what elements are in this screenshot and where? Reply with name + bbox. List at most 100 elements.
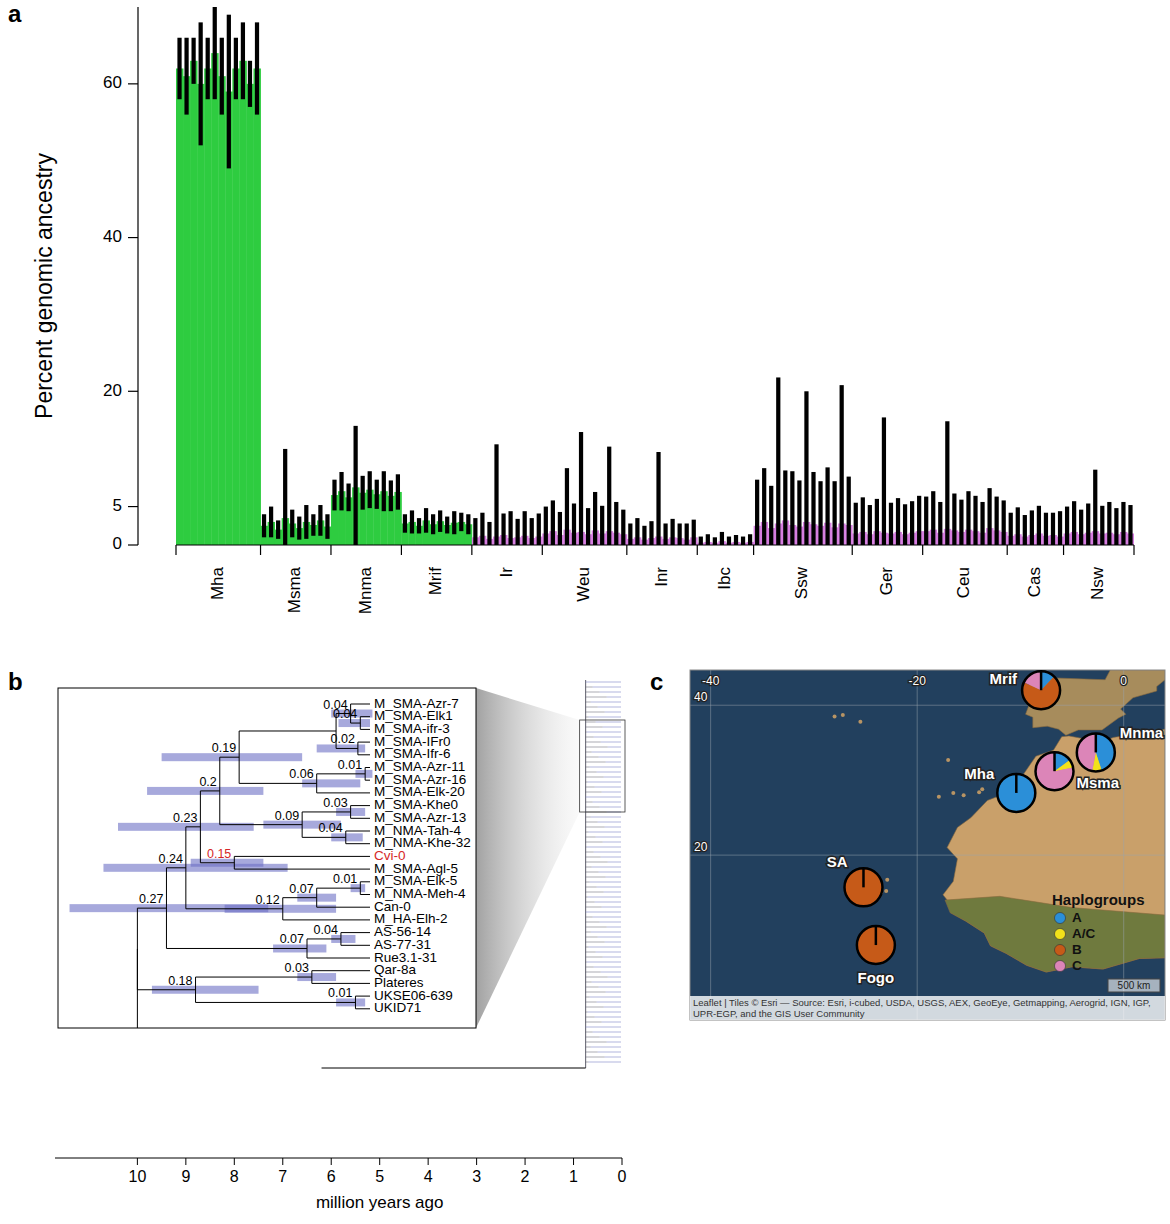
overview-tip	[606, 762, 621, 763]
error-bar	[530, 518, 534, 545]
overview-tip	[593, 1032, 621, 1033]
x-tick-label: -20	[909, 674, 927, 688]
overview-tip	[604, 1007, 621, 1008]
overview-branch	[586, 697, 607, 698]
overview-tip	[600, 692, 621, 693]
category-label: Cas	[1025, 567, 1044, 597]
overview-branch	[586, 837, 596, 838]
overview-tip	[605, 942, 621, 943]
error-bar	[177, 38, 181, 99]
x-axis-line	[176, 544, 1134, 545]
category-separator	[542, 545, 543, 555]
x-tick	[234, 1158, 235, 1165]
overview-tip	[608, 862, 621, 863]
island	[833, 714, 837, 718]
category-label: Ir	[497, 567, 516, 578]
x-tick	[282, 1158, 283, 1165]
category-label: Ssw	[792, 566, 811, 599]
category-separator	[260, 545, 261, 555]
node-label: 0.04	[314, 923, 338, 937]
error-bar	[396, 474, 400, 509]
category-separator	[330, 545, 331, 555]
legend-title: Haplogroups	[1052, 891, 1145, 908]
branch	[360, 716, 370, 717]
error-bar	[924, 497, 928, 545]
map	[690, 670, 1165, 1020]
overview-tip	[589, 947, 621, 948]
error-bar	[1016, 507, 1020, 545]
overview-branch	[586, 1047, 591, 1048]
pie-outline	[844, 868, 882, 906]
branch	[317, 888, 361, 889]
x-tick	[137, 1158, 138, 1165]
node-label: 0.23	[173, 811, 197, 825]
overview-branch	[586, 947, 589, 948]
tick-labels: -40-2002040	[694, 674, 1127, 854]
y-axis: 05204060Percent genomic ancestry	[31, 7, 138, 553]
overview-tip	[594, 852, 621, 853]
branch	[351, 818, 370, 819]
error-bar	[804, 391, 808, 545]
category-separator	[471, 545, 472, 555]
branch	[346, 831, 370, 832]
node-label: 0.02	[331, 732, 355, 746]
error-bar	[184, 38, 188, 115]
pie-slice	[863, 868, 864, 887]
overview-branch	[586, 1062, 589, 1063]
overview-branch	[586, 982, 592, 983]
error-bar	[1086, 503, 1090, 545]
error-bar	[565, 468, 569, 545]
error-bar	[241, 22, 245, 99]
bar	[176, 68, 183, 545]
overview-branch	[586, 687, 593, 688]
island	[884, 889, 888, 893]
overview-tip	[592, 982, 621, 983]
overview-tip	[588, 1012, 621, 1013]
ci-bar	[103, 864, 287, 872]
island	[977, 790, 981, 794]
y-tick-label: 40	[694, 690, 708, 704]
overview-branch	[586, 937, 598, 938]
pie-outline	[997, 774, 1035, 812]
error-bar	[959, 500, 963, 545]
overview-branch	[586, 957, 603, 958]
pie-outline	[1036, 752, 1074, 790]
overview-tip	[586, 912, 621, 913]
error-bar	[685, 523, 689, 545]
overview-tip	[593, 802, 621, 803]
pie-start	[1040, 671, 1043, 690]
error-bar	[361, 476, 365, 510]
branch	[358, 742, 370, 743]
category-separator	[922, 545, 923, 555]
error-bar	[748, 534, 752, 545]
category-separator	[852, 545, 853, 555]
legend: HaplogroupsAA/CBC	[1052, 891, 1145, 973]
panel-letter: a	[8, 0, 22, 27]
overview-branch	[586, 827, 605, 828]
branch	[341, 945, 370, 946]
overview-branch	[586, 722, 596, 723]
error-bar	[1030, 510, 1034, 545]
branch	[234, 869, 370, 870]
x-tick-label: 10	[128, 1168, 146, 1185]
bar	[197, 84, 204, 545]
node-label: 0.01	[333, 872, 357, 886]
overview-tip	[599, 987, 621, 988]
error-bar	[501, 513, 505, 545]
error-bar	[220, 38, 224, 115]
error-bar	[635, 518, 639, 545]
attribution: Leaflet | Tiles © Esri — Source: Esri, i…	[690, 996, 1165, 1020]
branch	[317, 773, 365, 774]
x-tick	[525, 1158, 526, 1165]
overview-tip	[598, 822, 621, 823]
error-bar	[403, 514, 407, 532]
error-bar	[776, 377, 780, 545]
overview-branch	[586, 732, 587, 733]
branch	[239, 730, 336, 731]
branch	[358, 754, 370, 755]
error-bar	[973, 496, 977, 545]
x-axis: MhaMsmaMnmaMrifIrWeuInrIbcSswGerCeuCasNs…	[176, 545, 1134, 614]
overview-tip	[598, 1052, 621, 1053]
overview-branch	[586, 802, 593, 803]
branch	[341, 932, 370, 933]
